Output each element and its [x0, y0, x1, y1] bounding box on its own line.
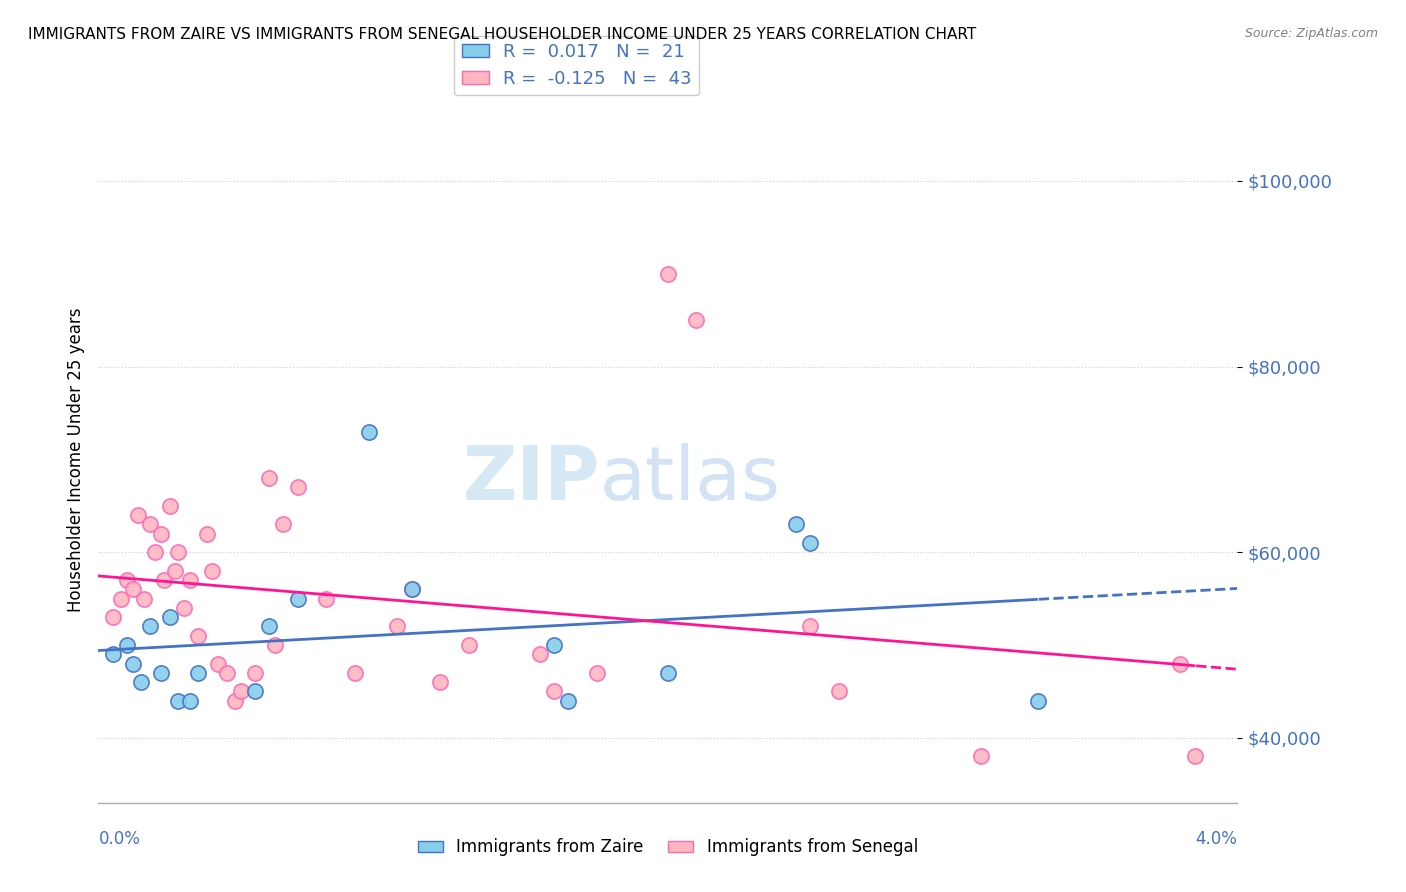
Point: [315, 591, 337, 606]
Point: [150, 526, 173, 541]
Point: [159, 499, 181, 513]
Point: [187, 629, 209, 643]
Point: [799, 536, 821, 550]
Point: [287, 480, 309, 494]
Text: atlas: atlas: [599, 443, 780, 516]
Point: [259, 471, 281, 485]
Point: [159, 610, 181, 624]
Point: [167, 694, 190, 708]
Point: [457, 638, 479, 652]
Point: [343, 665, 366, 680]
Point: [153, 573, 176, 587]
Point: [264, 638, 287, 652]
Point: [401, 582, 423, 597]
Legend: Immigrants from Zaire, Immigrants from Senegal: Immigrants from Zaire, Immigrants from S…: [411, 832, 925, 863]
Point: [121, 657, 143, 671]
Point: [167, 545, 190, 559]
Point: [179, 694, 201, 708]
Point: [401, 582, 423, 597]
Point: [657, 665, 679, 680]
Point: [207, 657, 229, 671]
Point: [138, 517, 160, 532]
Point: [101, 648, 124, 662]
Point: [785, 517, 807, 532]
Point: [179, 573, 201, 587]
Point: [970, 749, 993, 764]
Point: [1026, 694, 1049, 708]
Point: [187, 665, 209, 680]
Point: [273, 517, 295, 532]
Point: [115, 573, 138, 587]
Point: [585, 665, 607, 680]
Point: [150, 665, 173, 680]
Point: [201, 564, 224, 578]
Point: [685, 313, 707, 327]
Point: [429, 675, 451, 690]
Point: [357, 425, 380, 439]
Point: [101, 610, 124, 624]
Point: [1184, 749, 1206, 764]
Point: [173, 600, 195, 615]
Y-axis label: Householder Income Under 25 years: Householder Income Under 25 years: [66, 307, 84, 612]
Point: [259, 619, 281, 633]
Point: [828, 684, 851, 698]
Point: [243, 665, 266, 680]
Text: ZIP: ZIP: [463, 443, 599, 516]
Point: [529, 648, 551, 662]
Point: [557, 694, 579, 708]
Point: [165, 564, 187, 578]
Point: [543, 684, 565, 698]
Point: [129, 675, 152, 690]
Point: [127, 508, 149, 522]
Point: [110, 591, 132, 606]
Point: [121, 582, 143, 597]
Point: [243, 684, 266, 698]
Point: [1170, 657, 1192, 671]
Point: [138, 619, 160, 633]
Point: [657, 267, 679, 281]
Point: [115, 638, 138, 652]
Point: [799, 619, 821, 633]
Point: [287, 591, 309, 606]
Point: [224, 694, 246, 708]
Point: [215, 665, 238, 680]
Point: [387, 619, 409, 633]
Text: 0.0%: 0.0%: [98, 830, 141, 848]
Point: [195, 526, 218, 541]
Point: [132, 591, 155, 606]
Text: IMMIGRANTS FROM ZAIRE VS IMMIGRANTS FROM SENEGAL HOUSEHOLDER INCOME UNDER 25 YEA: IMMIGRANTS FROM ZAIRE VS IMMIGRANTS FROM…: [28, 27, 976, 42]
Point: [229, 684, 252, 698]
Text: Source: ZipAtlas.com: Source: ZipAtlas.com: [1244, 27, 1378, 40]
Text: 4.0%: 4.0%: [1195, 830, 1237, 848]
Point: [543, 638, 565, 652]
Point: [145, 545, 167, 559]
